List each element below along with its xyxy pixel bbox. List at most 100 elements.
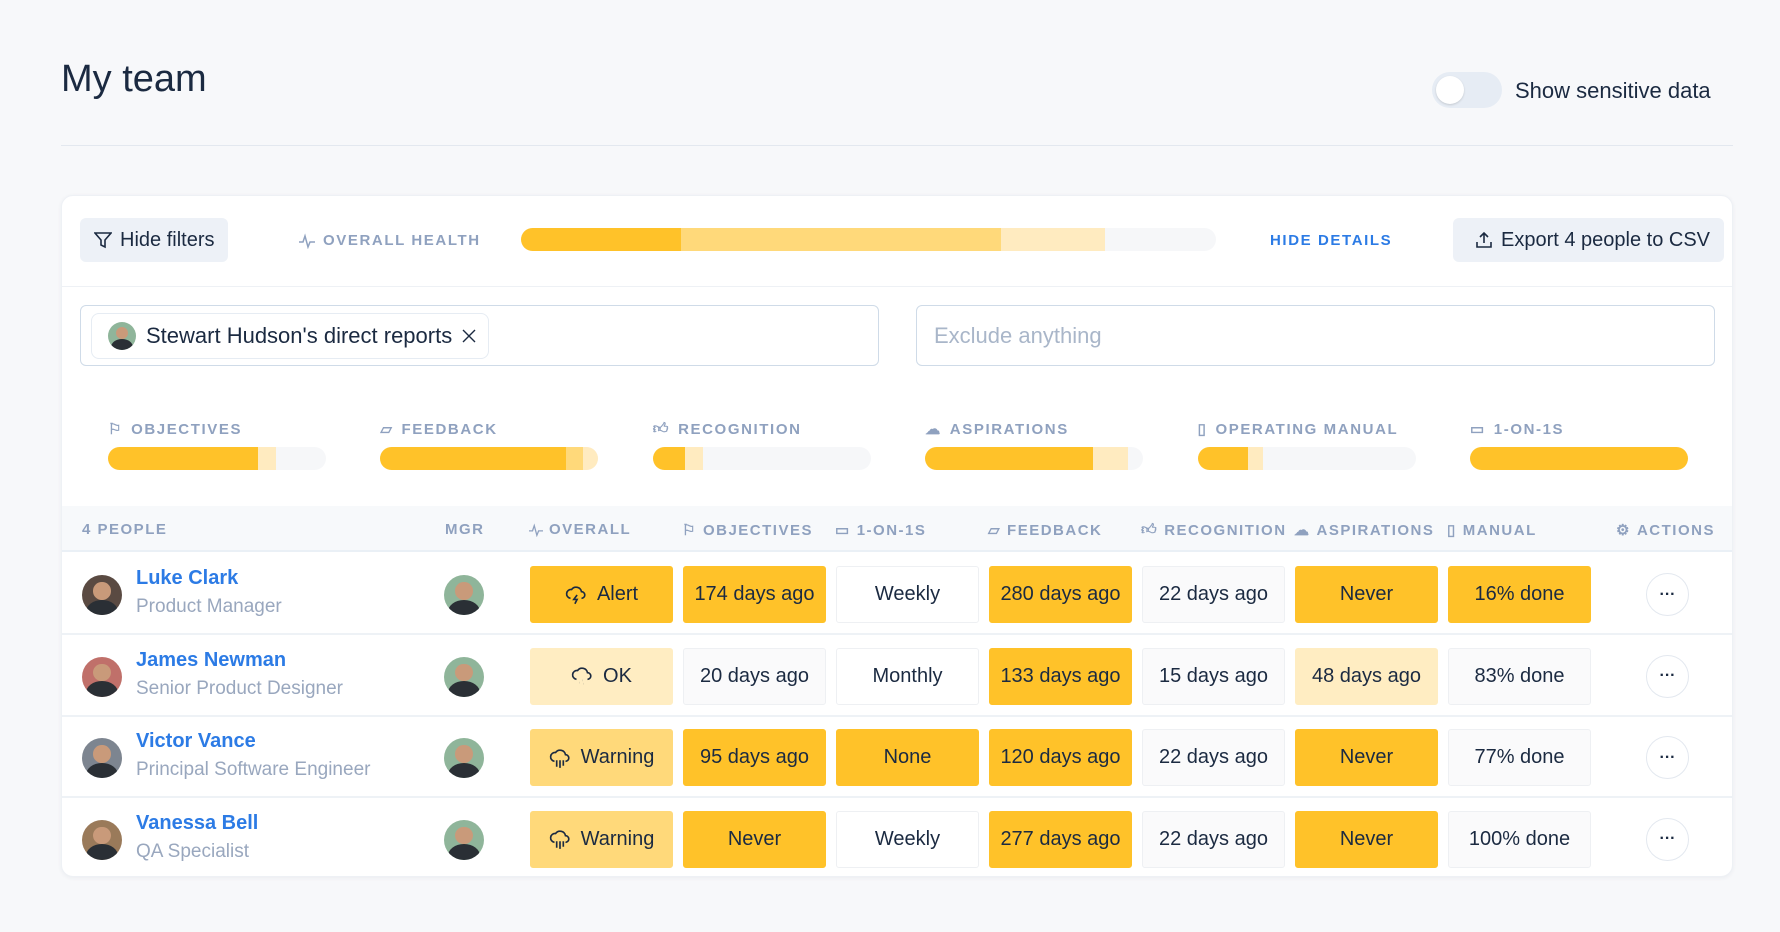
bar-segment — [583, 447, 599, 470]
status-cell[interactable]: 120 days ago — [989, 729, 1132, 786]
category-label: 👍︎ RECOGNITION — [653, 420, 802, 438]
header-feedback[interactable]: ▱ FEEDBACK — [988, 521, 1103, 540]
status-cell[interactable]: Never — [1295, 566, 1438, 623]
close-icon[interactable] — [462, 329, 476, 343]
upload-icon — [1476, 231, 1492, 248]
calendar-icon: ▭ — [835, 522, 851, 539]
status-cell[interactable]: 174 days ago — [683, 566, 826, 623]
status-cell[interactable]: Monthly — [836, 647, 979, 705]
header-overall[interactable]: OVERALL — [529, 521, 631, 538]
status-cell[interactable]: Warning — [530, 729, 673, 786]
cell-text: 15 days ago — [1159, 664, 1268, 687]
header-aspirations[interactable]: ☁︎ ASPIRATIONS — [1294, 521, 1435, 540]
status-cell[interactable]: 100% done — [1448, 810, 1591, 868]
status-cell[interactable]: 22 days ago — [1142, 566, 1285, 623]
header-manual-text: MANUAL — [1462, 521, 1537, 539]
category-label: ⚐ OBJECTIVES — [108, 420, 243, 439]
status-cell[interactable]: 280 days ago — [989, 566, 1132, 623]
person-name-link[interactable]: James Newman — [136, 648, 287, 671]
export-label: Export 4 people to CSV — [1501, 228, 1711, 251]
status-cell[interactable]: Never — [1295, 729, 1438, 786]
hide-details-link[interactable]: HIDE DETAILS — [1270, 232, 1393, 249]
person-avatar — [82, 575, 122, 615]
header-1on1s[interactable]: ▭ 1-ON-1S — [835, 521, 926, 540]
category-text: FEEDBACK — [401, 420, 498, 438]
person-name-link[interactable]: Luke Clark — [136, 567, 239, 589]
bar-segment — [685, 447, 703, 470]
cell-text: Alert — [596, 583, 639, 605]
cell-text: Never — [1339, 746, 1394, 768]
row-actions-button[interactable]: ··· — [1646, 654, 1689, 698]
status-cell[interactable]: 20 days ago — [683, 647, 826, 705]
status-cell[interactable]: 22 days ago — [1142, 810, 1285, 868]
status-cell[interactable]: Alert — [530, 566, 673, 623]
cell-text: Never — [727, 827, 782, 850]
bar-segment — [1197, 447, 1248, 470]
status-cell[interactable]: None — [836, 729, 979, 786]
exclude-filter-input[interactable]: Exclude anything — [916, 305, 1715, 366]
status-cell[interactable]: 83% done — [1448, 647, 1591, 705]
sensitive-data-toggle[interactable] — [1432, 72, 1502, 108]
header-aspirations-text: ASPIRATIONS — [1316, 521, 1435, 539]
calendar-icon: ▭ — [1470, 421, 1486, 438]
filter-icon — [94, 232, 112, 249]
status-cell[interactable]: 95 days ago — [683, 729, 826, 786]
person-name-link[interactable]: Victor Vance — [136, 730, 256, 752]
gear-icon: ⚙ — [1616, 522, 1631, 539]
person-role: Senior Product Designer — [136, 677, 343, 699]
status-cell[interactable]: 16% done — [1448, 566, 1591, 623]
cell-text: 133 days ago — [1000, 664, 1121, 687]
category-text: OBJECTIVES — [131, 420, 243, 438]
bar-segment — [1247, 447, 1263, 470]
status-cell[interactable]: Warning — [530, 810, 673, 868]
filter-chip[interactable]: Stewart Hudson's direct reports — [91, 313, 490, 359]
hide-filters-button[interactable]: Hide filters — [80, 218, 229, 262]
balloon-icon: ☁︎ — [925, 421, 942, 438]
pulse-icon — [299, 232, 315, 249]
overall-health-text: OVERALL HEALTH — [323, 232, 481, 249]
row-actions-button[interactable]: ··· — [1646, 736, 1689, 779]
header-manual[interactable]: ▯ MANUAL — [1447, 521, 1537, 540]
category-text: ASPIRATIONS — [949, 420, 1069, 438]
manager-avatar — [444, 819, 484, 860]
divider — [61, 145, 1733, 146]
toolbar-divider — [62, 286, 1732, 287]
cell-text: 100% done — [1468, 827, 1571, 850]
status-cell[interactable]: Never — [683, 810, 826, 868]
status-cell[interactable]: 48 days ago — [1295, 647, 1438, 705]
person-role: Product Manager — [136, 596, 282, 617]
cell-text: Weekly — [874, 583, 941, 605]
header-actions: ⚙ ACTIONS — [1616, 521, 1715, 540]
include-filter-input[interactable]: Stewart Hudson's direct reports — [80, 305, 879, 366]
bar-segment — [680, 228, 1001, 251]
status-cell[interactable]: 77% done — [1448, 729, 1591, 786]
overall-health-bar — [521, 228, 1216, 251]
person-name-link[interactable]: Vanessa Bell — [136, 811, 259, 834]
status-cell[interactable]: OK — [530, 647, 673, 705]
table-header: 4 PEOPLE MGR OVERALL ⚐ OBJECTIVES ▭ 1-ON-1… — [62, 506, 1732, 552]
header-objectives[interactable]: ⚐ OBJECTIVES — [682, 521, 813, 540]
cell-text: Warning — [580, 827, 655, 850]
status-cell[interactable]: Weekly — [836, 566, 979, 623]
status-cell[interactable]: Never — [1295, 810, 1438, 868]
page-title: My team — [61, 58, 207, 100]
category-label: ▱ FEEDBACK — [380, 420, 498, 439]
status-cell[interactable]: 22 days ago — [1142, 729, 1285, 786]
header-feedback-text: FEEDBACK — [1007, 521, 1103, 539]
person-role: QA Specialist — [136, 840, 249, 862]
export-csv-button[interactable]: Export 4 people to CSV — [1453, 218, 1725, 262]
cell-text: 83% done — [1474, 664, 1565, 687]
row-actions-button[interactable]: ··· — [1646, 573, 1689, 616]
pulse-icon — [529, 522, 543, 537]
cell-text: 77% done — [1474, 746, 1565, 768]
status-cell[interactable]: 133 days ago — [989, 647, 1132, 705]
status-cell[interactable]: 15 days ago — [1142, 647, 1285, 705]
cell-text: OK — [603, 664, 632, 687]
header-recognition[interactable]: 👍︎ RECOGNITION — [1141, 521, 1287, 539]
team-card: Hide filters OVERALL HEALTH HIDE DETAILS… — [61, 195, 1733, 877]
status-cell[interactable]: 277 days ago — [989, 810, 1132, 868]
bar-segment — [108, 447, 259, 470]
category-bar — [380, 447, 599, 470]
row-actions-button[interactable]: ··· — [1646, 817, 1689, 861]
status-cell[interactable]: Weekly — [836, 810, 979, 868]
